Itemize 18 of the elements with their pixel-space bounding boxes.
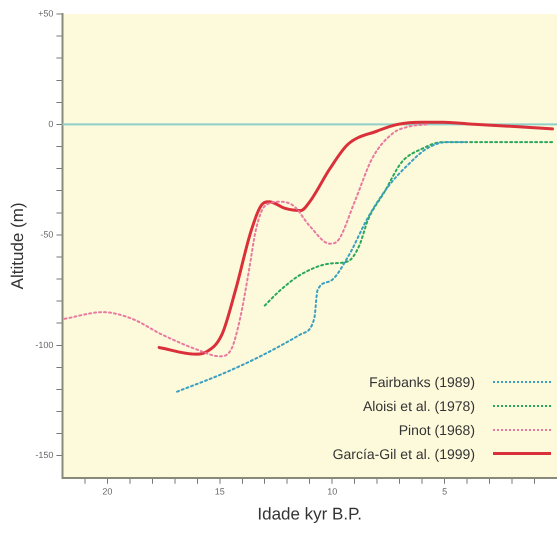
y-tick-label: -50: [40, 229, 54, 240]
y-tick-label: -100: [35, 340, 54, 350]
legend-label: García-Gil et al. (1999): [332, 446, 475, 462]
line-series: [264, 141, 554, 307]
y-axis-title: Altitude (m): [8, 202, 27, 290]
x-axis-title: Idade kyr B.P.: [257, 504, 362, 524]
y-tick-label: 0: [48, 118, 54, 129]
legend-label: Pinot (1968): [398, 422, 475, 438]
legend-label: Aloisi et al. (1978): [362, 398, 475, 414]
x-tick-label: 20: [102, 486, 112, 497]
line-series: [64, 123, 428, 358]
legend-label: Fairbanks (1989): [369, 374, 475, 390]
x-tick-label: 15: [214, 486, 225, 497]
line-series: [158, 120, 554, 356]
x-tick-label: 5: [442, 486, 448, 497]
y-tick-label: -150: [35, 450, 54, 460]
y-tick-label: +50: [38, 8, 54, 18]
x-tick-label: 10: [327, 486, 338, 497]
